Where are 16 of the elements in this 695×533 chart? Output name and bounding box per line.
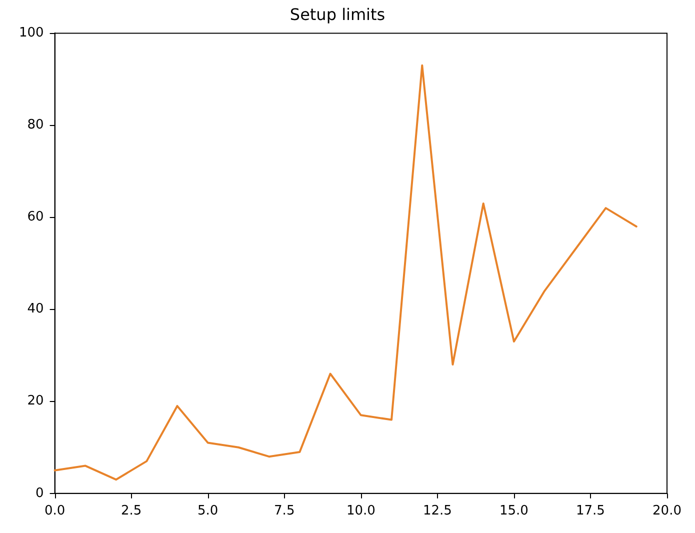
y-tick-label: 60 bbox=[27, 210, 44, 225]
y-tick-label: 100 bbox=[18, 26, 44, 41]
x-tick-label: 7.5 bbox=[274, 504, 295, 519]
y-tick-label: 0 bbox=[36, 486, 44, 501]
y-tick-label: 80 bbox=[27, 118, 44, 133]
x-tick-label: 12.5 bbox=[422, 504, 452, 519]
x-tick-label: 2.5 bbox=[120, 504, 142, 519]
y-tick-label: 40 bbox=[27, 302, 44, 317]
x-tick-label: 0.0 bbox=[44, 504, 66, 519]
x-tick-label: 17.5 bbox=[576, 504, 605, 519]
y-tick-label: 20 bbox=[27, 394, 44, 409]
x-tick-label: 10.0 bbox=[346, 504, 376, 519]
x-tick-label: 15.0 bbox=[499, 504, 528, 519]
chart-title: Setup limits bbox=[290, 4, 386, 24]
x-tick-label: 20.0 bbox=[652, 504, 682, 519]
x-tick-label: 5.0 bbox=[198, 504, 218, 519]
